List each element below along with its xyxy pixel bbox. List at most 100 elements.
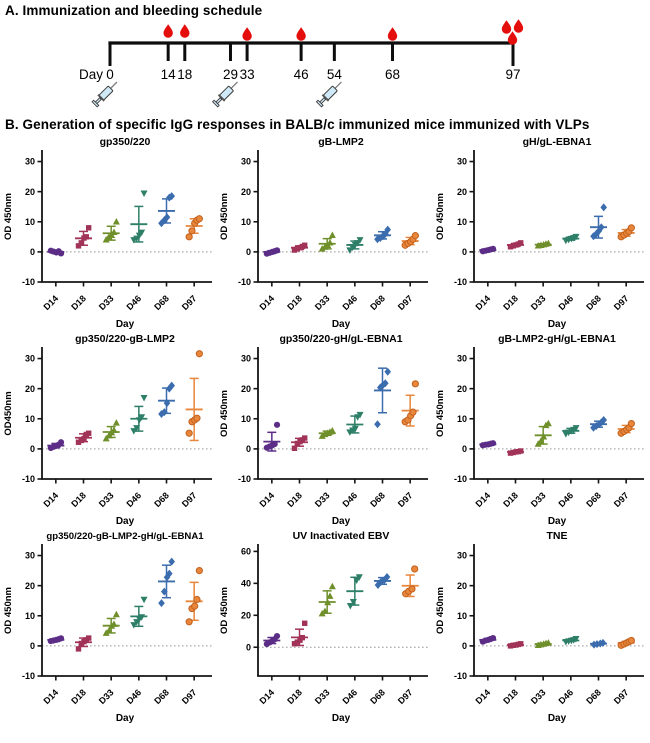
y-tick-label: 30 (457, 354, 467, 364)
chart-cell: gp350/220-gB-LMP2-gH/gL-EBNA1 -10 0 10 20 30 O… (1, 528, 217, 725)
y-tick-label: 0 (246, 642, 251, 652)
chart-cell: gB-LMP2-gH/gL-EBNA1 -10 0 10 20 30 OD 450nm Day… (433, 331, 649, 528)
blood-drop-icon (242, 27, 252, 41)
data-point (294, 440, 300, 447)
data-point (110, 620, 118, 627)
data-point (409, 408, 417, 416)
x-tick-label: D46 (556, 490, 575, 509)
data-point (195, 566, 203, 575)
x-tick-label: D18 (69, 293, 88, 312)
data-point (382, 379, 389, 388)
data-point (355, 574, 363, 581)
data-point (185, 233, 193, 241)
timeline-day-prefix: Day (79, 67, 103, 82)
x-tick-label: D14 (257, 293, 276, 312)
data-point (191, 602, 199, 610)
data-point (75, 646, 82, 652)
data-point (489, 440, 497, 447)
data-point (382, 229, 389, 238)
y-tick-label: 20 (457, 187, 467, 197)
x-tick-label: D33 (313, 293, 332, 312)
x-axis-label: Day (548, 319, 567, 330)
data-point (324, 598, 332, 606)
data-point (321, 607, 329, 614)
y-tick-label: 0 (30, 641, 35, 651)
data-point (507, 450, 514, 456)
x-tick-label: D33 (97, 490, 116, 509)
data-point (291, 445, 298, 451)
y-axis-label: OD 450nm (435, 193, 446, 240)
x-tick-label: D68 (584, 293, 603, 312)
y-axis-label: OD450nm (3, 391, 14, 435)
charts-grid: gp350/220 -10 0 10 20 30 OD 450nm Day D14 D18 D33 D… (0, 134, 650, 725)
data-point (168, 557, 175, 566)
data-point (75, 243, 82, 249)
data-point (57, 635, 65, 642)
timeline-day-label: 0 (106, 67, 114, 82)
y-tick-label: 0 (462, 444, 467, 454)
chart-title: gB-LMP2 (318, 136, 364, 148)
y-tick-label: 10 (457, 611, 467, 621)
x-tick-label: D14 (473, 293, 492, 312)
data-point (411, 565, 419, 573)
x-tick-label: D68 (152, 490, 171, 509)
x-axis-label: Day (548, 516, 567, 527)
x-axis-label: Day (332, 319, 351, 330)
data-point (112, 610, 120, 618)
y-tick-label: 0 (246, 444, 251, 454)
x-tick-label: D97 (612, 687, 631, 706)
data-point (544, 239, 552, 247)
data-point (163, 573, 171, 582)
y-tick-label: 0 (30, 444, 35, 454)
y-tick-label: 20 (25, 384, 35, 394)
blood-drop-icon (296, 27, 306, 41)
y-axis-label: OD 450nm (435, 587, 446, 634)
data-point (168, 381, 175, 390)
y-tick-label: -10 (22, 474, 35, 484)
chart-7: UV Inactivated EBV 0 20 40 60 OD 450nm Day D14 D… (219, 530, 428, 724)
data-point (195, 350, 203, 358)
data-point (140, 596, 148, 604)
x-tick-label: D33 (529, 687, 548, 706)
x-tick-label: D14 (41, 490, 60, 509)
y-tick-label: 20 (457, 384, 467, 394)
syringe-icon (315, 81, 342, 108)
data-point (273, 247, 281, 254)
blood-drop-icon (163, 24, 173, 38)
data-point (318, 432, 326, 439)
data-point (353, 577, 361, 584)
data-point (81, 435, 87, 442)
y-tick-label: 30 (241, 354, 251, 364)
y-tick-label: -10 (238, 277, 251, 287)
data-point (75, 439, 82, 445)
data-point (299, 634, 305, 641)
data-point (158, 599, 165, 608)
x-tick-label: D33 (529, 490, 548, 509)
chart-0: gp350/220 -10 0 10 20 30 OD 450nm Day D14 D18 D33 D… (3, 136, 212, 330)
blood-drop-icon (507, 31, 518, 45)
x-axis-label: Day (116, 713, 135, 724)
data-point (489, 245, 497, 252)
x-tick-label: D97 (396, 687, 415, 706)
chart-cell: gH/gL-EBNA1 -10 0 10 20 30 OD 450nm Day D14 D18 D3… (433, 134, 649, 331)
timeline-day-label: 29 (223, 67, 238, 82)
y-tick-label: 0 (462, 247, 467, 257)
y-tick-label: 0 (30, 247, 35, 257)
y-tick-label: 10 (457, 414, 467, 424)
y-tick-label: 30 (241, 157, 251, 167)
data-point (510, 243, 516, 249)
x-tick-label: D46 (340, 490, 359, 509)
x-tick-label: D18 (285, 490, 304, 509)
blood-drop-icon (180, 24, 190, 38)
data-point (273, 632, 281, 640)
data-point (138, 614, 146, 621)
y-tick-label: 20 (25, 187, 35, 197)
data-point (133, 425, 141, 432)
data-point (273, 421, 281, 428)
data-point (328, 582, 336, 590)
panel-b: B. Generation of specific IgG responses … (0, 117, 650, 725)
x-tick-label: D46 (340, 293, 359, 312)
y-tick-label: 60 (241, 547, 251, 557)
data-point (138, 229, 146, 237)
data-point (86, 430, 92, 436)
